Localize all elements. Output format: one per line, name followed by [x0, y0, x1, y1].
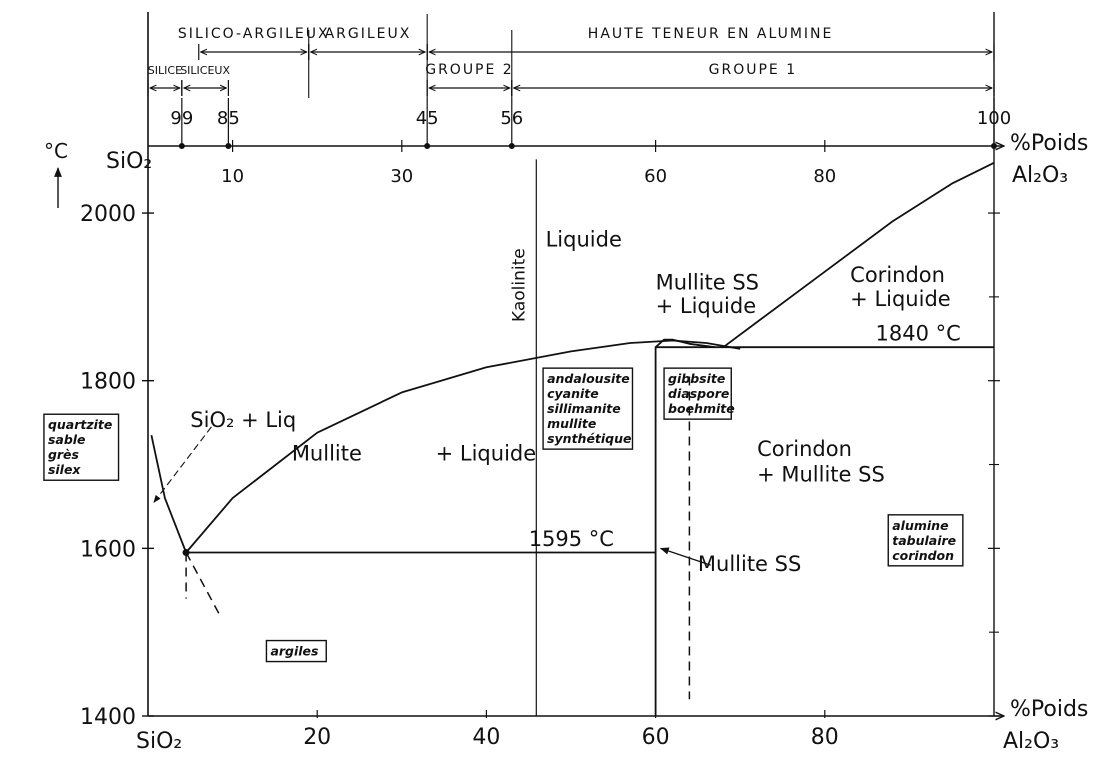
sio2-liq-leader-arrow	[153, 426, 212, 503]
x-top-tick-label: 60	[644, 166, 667, 187]
class-row2-label: SILICEUX	[180, 64, 230, 77]
x-right-label-top: Al₂O₃	[1012, 163, 1068, 188]
mineral-box-text: cyanite	[547, 386, 599, 401]
mineral-box-text: sillimanite	[547, 401, 621, 416]
x-unit-label-top: %Poids	[1010, 131, 1088, 156]
class-row1-label: HAUTE TENEUR EN ALUMINE	[588, 26, 834, 42]
liquidus-corindon-line	[722, 161, 995, 348]
region-label: + Liquide	[436, 441, 537, 465]
mineral-box-text: tabulaire	[892, 533, 956, 548]
mullite-ss-leader-arrow	[659, 547, 711, 566]
region-label: 1595 °C	[529, 527, 614, 551]
x-left-label-bottom: SiO₂	[136, 729, 182, 754]
mineral-box-text: corindon	[892, 548, 954, 563]
y-tick-label: 1400	[80, 705, 136, 730]
x-right-label-bottom: Al₂O₃	[1003, 729, 1059, 754]
mineral-box-text: grès	[48, 447, 79, 462]
region-label: + Mullite SS	[757, 462, 885, 486]
mullite-ss-boundary-line	[654, 338, 715, 716]
mineral-box-frame	[887, 514, 964, 567]
region-label: + Liquide	[656, 294, 757, 318]
mineral-box-text: argiles	[270, 644, 318, 659]
class-row2-label: GROUPE 2	[425, 62, 514, 78]
mineral-box: argiles	[265, 639, 327, 663]
x-tick-label: 80	[811, 725, 839, 750]
x-tick-label: 20	[303, 725, 331, 750]
mineral-box-text: boehmite	[668, 401, 735, 416]
dashed-boundary	[185, 552, 221, 616]
mineral-box-frame	[542, 367, 634, 450]
mineral-box-text: silex	[48, 462, 81, 477]
mineral-box-text: andalousite	[547, 371, 630, 386]
mineral-box-frame	[43, 413, 120, 481]
mineral-box-frame	[265, 639, 327, 663]
x-left-label-top: SiO₂	[106, 149, 152, 174]
mineral-box-text: diaspore	[668, 386, 729, 401]
mineral-box-text: quartzite	[48, 417, 112, 432]
region-label: Mullite SS	[698, 552, 801, 576]
region-label: SiO₂ + Liq	[190, 408, 296, 432]
scale-mark-label: 85	[217, 108, 240, 129]
y-unit-label: °C	[44, 139, 68, 163]
x-tick-label: 40	[472, 725, 500, 750]
y-tick-label: 1600	[80, 537, 136, 562]
region-label: + Liquide	[850, 287, 951, 311]
x-top-tick-label: 80	[813, 166, 836, 187]
region-label: Mullite SS	[656, 270, 759, 294]
scale-mark-label: 99	[170, 108, 193, 129]
scale-mark-label: 56	[500, 108, 523, 129]
region-label: Mullite	[292, 441, 362, 465]
mineral-box-frame	[663, 367, 732, 420]
eutectic-point	[182, 549, 190, 557]
mineral-box-text: alumine	[892, 518, 948, 533]
x-top-tick-label: 30	[390, 166, 413, 187]
x-tick-label: 60	[642, 725, 670, 750]
mineral-box-text: gibbsite	[668, 371, 725, 386]
region-label: Corindon	[757, 437, 852, 461]
mineral-box-text: sable	[48, 432, 86, 447]
class-row1-label: SILICO-ARGILEUX	[178, 26, 330, 42]
y-tick-label: 2000	[80, 202, 136, 227]
region-label: Corindon	[850, 263, 945, 287]
y-tick-label: 1800	[80, 370, 136, 395]
scale-mark-label: 45	[416, 108, 439, 129]
region-label: Kaolinite	[509, 248, 529, 322]
class-row2-label: GROUPE 1	[709, 62, 798, 78]
region-label: 1840 °C	[876, 321, 961, 345]
class-row2-label: SILICE	[148, 64, 182, 77]
region-label: Liquide	[546, 228, 622, 252]
mineral-box-text: mullite	[547, 416, 596, 431]
class-row1-label: ARGILEUX	[325, 26, 412, 42]
mineral-box: andalousitecyanitesillimanitemullitesynt…	[542, 367, 634, 450]
mineral-box-text: synthétique	[547, 431, 631, 446]
x-unit-label-bottom: %Poids	[1010, 697, 1088, 722]
x-top-tick-label: 10	[221, 166, 244, 187]
